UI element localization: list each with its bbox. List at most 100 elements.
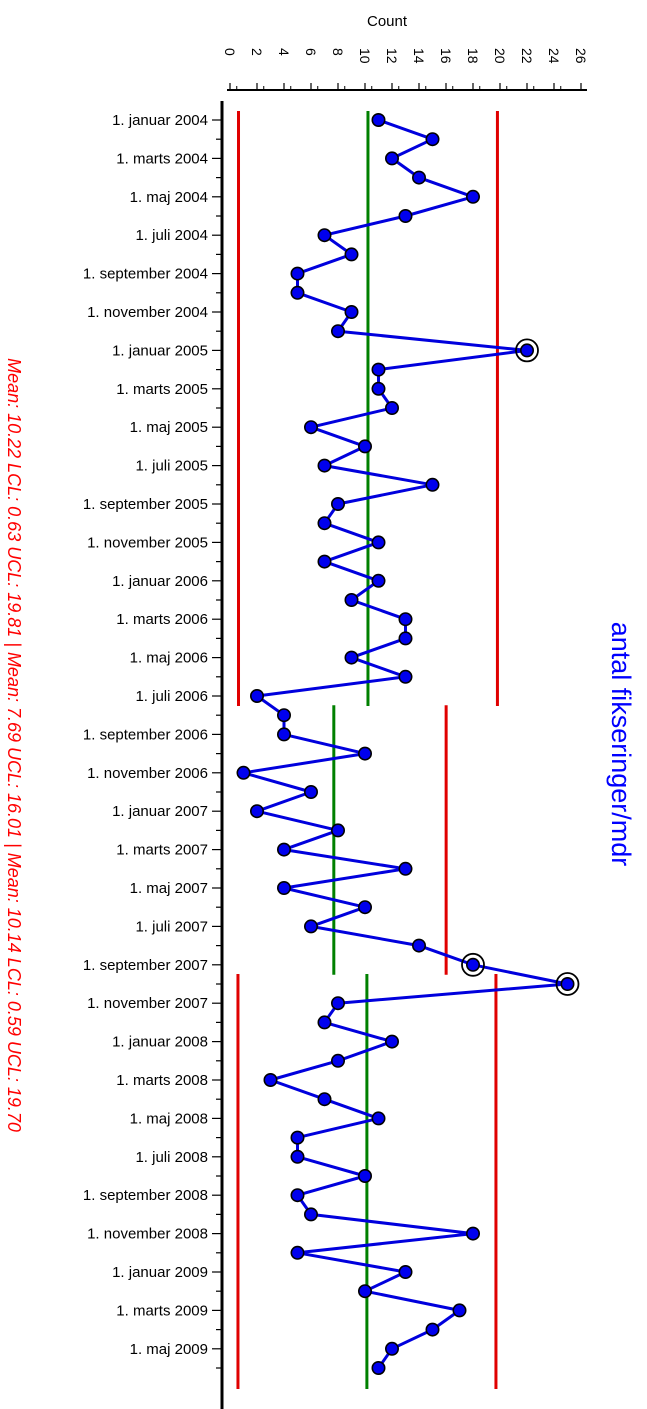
category-tick-label: 1. november 2004: [87, 304, 208, 321]
value-axis: 0 2 4 6 8 10 12 14 16 18 20 22 24 26: [222, 48, 589, 91]
data-point: [290, 1188, 305, 1203]
category-tick-label: 1. november 2007: [87, 995, 208, 1012]
value-tick-label: 18: [465, 48, 481, 64]
data-point: [290, 1245, 305, 1260]
data-point: [398, 631, 413, 646]
control-limits-stats: Mean: 10.22 LCL: 0.63 UCL: 19.81 | Mean:…: [4, 358, 24, 1132]
data-point: [519, 343, 534, 358]
category-tick-label: 1. januar 2005: [112, 342, 208, 359]
data-point: [357, 439, 372, 454]
category-tick-label: 1. marts 2006: [116, 611, 208, 628]
data-point: [357, 900, 372, 915]
category-axis: 1. januar 2004 1. marts 2004 1. maj 2004 1.…: [83, 101, 224, 1409]
value-tick-label: 26: [573, 48, 589, 64]
category-tick-label: 1. januar 2009: [112, 1264, 208, 1281]
data-point: [303, 420, 318, 435]
data-point: [357, 1169, 372, 1184]
category-tick-label: 1. marts 2004: [116, 150, 208, 167]
data-point: [250, 688, 265, 703]
category-tick-label: 1. november 2006: [87, 765, 208, 782]
value-tick-label: 2: [249, 48, 265, 56]
data-point: [317, 516, 332, 531]
data-point: [344, 592, 359, 607]
data-point: [330, 324, 345, 339]
data-point: [398, 669, 413, 684]
data-point: [465, 1226, 480, 1241]
data-point: [398, 612, 413, 627]
data-point: [425, 1322, 440, 1337]
data-point: [317, 228, 332, 243]
data-point: [276, 842, 291, 857]
category-tick-label: 1. september 2008: [83, 1187, 208, 1204]
category-tick-label: 1. maj 2007: [130, 880, 208, 897]
data-point: [303, 784, 318, 799]
value-tick-label: 12: [384, 48, 400, 64]
value-tick-label: 22: [519, 48, 535, 64]
data-point: [357, 1284, 372, 1299]
data-point: [344, 650, 359, 665]
data-point: [290, 1130, 305, 1145]
data-point: [465, 957, 480, 972]
data-point: [425, 477, 440, 492]
category-tick-label: 1. juli 2005: [135, 458, 208, 475]
data-point: [411, 170, 426, 185]
data-point: [236, 765, 251, 780]
data-point: [411, 938, 426, 953]
data-point: [317, 554, 332, 569]
out-of-control-marker: [515, 338, 539, 363]
category-tick-label: 1. juli 2008: [135, 1149, 208, 1166]
category-tick-label: 1. marts 2008: [116, 1072, 208, 1089]
data-point: [371, 535, 386, 550]
category-tick-label: 1. marts 2009: [116, 1302, 208, 1319]
value-axis-title: Count: [367, 13, 408, 30]
data-point: [398, 1265, 413, 1280]
value-tick-label: 20: [492, 48, 508, 64]
category-tick-label: 1. september 2004: [83, 266, 208, 283]
category-tick-label: 1. juli 2004: [135, 227, 208, 244]
data-point: [250, 804, 265, 819]
data-point: [398, 861, 413, 876]
out-of-control-marker: [555, 972, 580, 996]
value-tick-label: 16: [438, 48, 454, 64]
data-point: [303, 1207, 318, 1222]
category-tick-label: 1. maj 2006: [130, 650, 208, 667]
category-tick-label: 1. marts 2005: [116, 381, 208, 398]
out-of-control-marker: [461, 952, 485, 977]
category-tick-label: 1. marts 2007: [116, 842, 208, 859]
data-point: [371, 1111, 386, 1126]
category-tick-label: 1. maj 2009: [130, 1341, 208, 1358]
series-antal-fikseringer: [236, 113, 580, 1376]
data-point: [330, 1053, 345, 1068]
category-tick-label: 1. maj 2008: [130, 1110, 208, 1127]
category-tick-label: 1. januar 2004: [112, 112, 208, 129]
data-point: [384, 1034, 399, 1049]
category-tick-label: 1. november 2008: [87, 1226, 208, 1243]
data-point: [303, 919, 318, 934]
data-point: [290, 266, 305, 281]
category-tick-label: 1. januar 2006: [112, 573, 208, 590]
data-point: [276, 708, 291, 723]
series-line: [242, 118, 569, 1369]
data-point: [344, 304, 359, 319]
data-point: [330, 823, 345, 838]
chart-title: antal fikseringer/mdr: [606, 622, 636, 867]
category-tick-label: 1. september 2006: [83, 726, 208, 743]
data-point: [371, 1361, 386, 1376]
data-point: [330, 496, 345, 511]
data-point: [317, 1015, 332, 1030]
data-point: [371, 381, 386, 396]
data-point: [357, 746, 372, 761]
value-tick-label: 0: [222, 48, 238, 56]
data-point: [371, 573, 386, 588]
data-point: [276, 880, 291, 895]
data-point: [384, 1341, 399, 1356]
value-tick-label: 4: [276, 48, 292, 56]
data-point: [371, 362, 386, 377]
data-point: [317, 1092, 332, 1107]
value-tick-label: 10: [357, 48, 373, 64]
category-tick-label: 1. november 2005: [87, 534, 208, 551]
data-point: [452, 1303, 467, 1318]
category-tick-label: 1. maj 2005: [130, 419, 208, 436]
data-point: [263, 1073, 278, 1088]
